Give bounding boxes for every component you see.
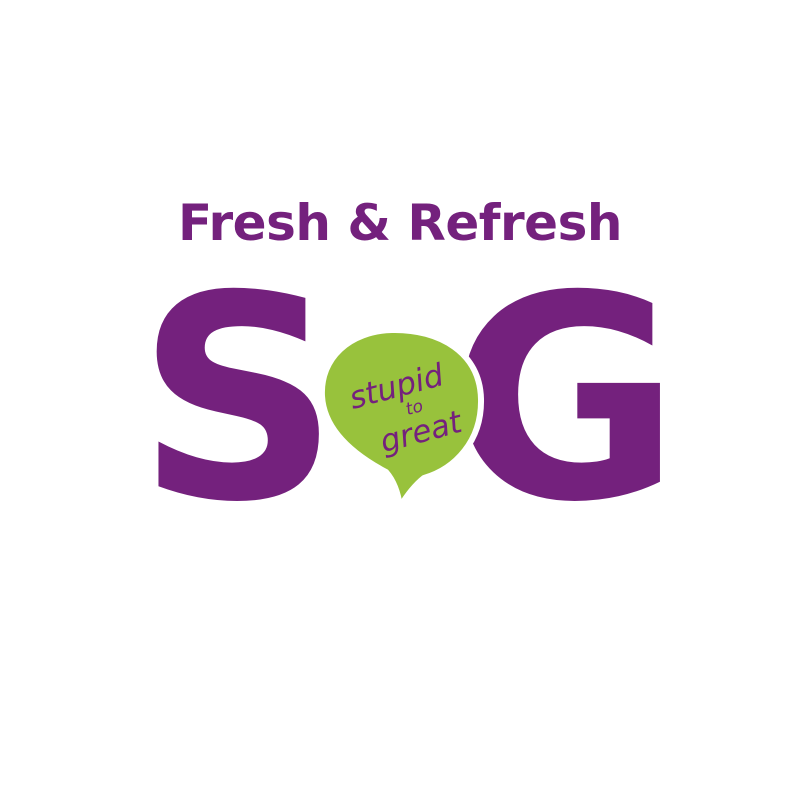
- logo-letter-g: G: [449, 235, 680, 564]
- logo-letter-s: S: [136, 235, 339, 564]
- bubble-text-to: to: [404, 396, 426, 420]
- speech-bubble-icon: [318, 326, 485, 510]
- tagline: Fresh & Refresh: [178, 194, 622, 252]
